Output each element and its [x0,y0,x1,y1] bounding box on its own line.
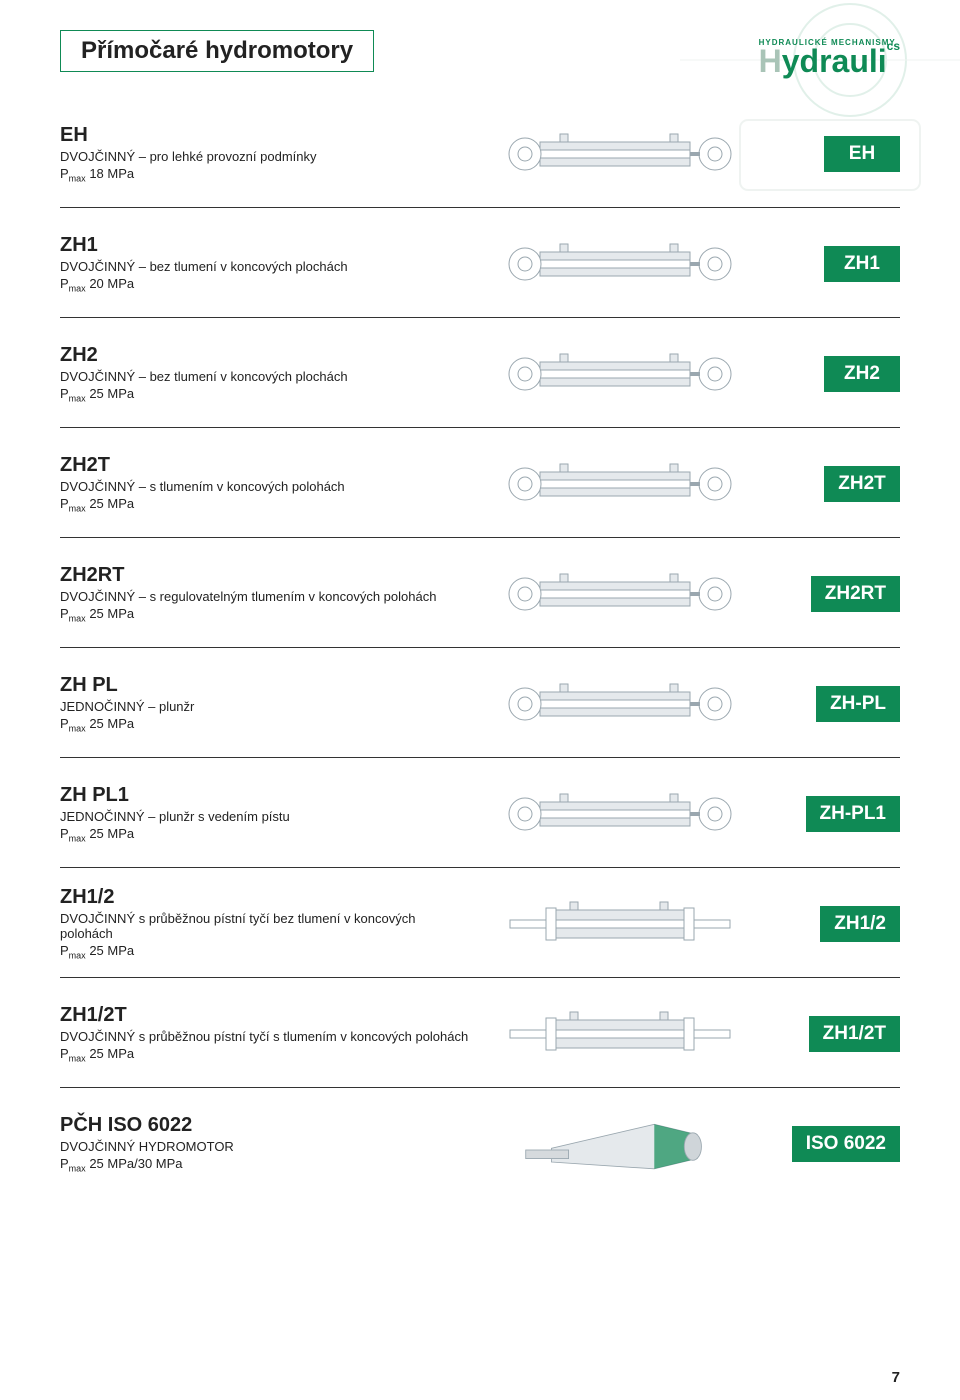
product-badge: ZH1 [824,246,900,282]
product-badge: ZH1/2T [809,1016,900,1052]
product-pmax: Pmax 25 MPa [60,606,470,624]
product-row: ZH PL JEDNOČINNÝ – plunžr Pmax 25 MPa ZH… [60,648,900,758]
product-badge: ZH2 [824,356,900,392]
page-title: Přímočaré hydromotory [81,37,353,65]
product-pmax: Pmax 25 MPa [60,943,470,961]
product-diagram [470,234,770,294]
product-code: ZH2 [60,344,470,367]
product-row: EH DVOJČINNÝ – pro lehké provozní podmín… [60,98,900,208]
product-pmax: Pmax 25 MPa [60,386,470,404]
product-text: ZH1 DVOJČINNÝ – bez tlumení v koncových … [60,234,470,294]
product-description: DVOJČINNÝ s průběžnou pístní tyčí s tlum… [60,1029,470,1044]
product-code: ZH2T [60,454,470,477]
product-description: DVOJČINNÝ – s regulovatelným tlumením v … [60,589,470,604]
product-description: DVOJČINNÝ – s tlumením v koncových poloh… [60,479,470,494]
product-text: EH DVOJČINNÝ – pro lehké provozní podmín… [60,124,470,184]
product-text: ZH1/2 DVOJČINNÝ s průběžnou pístní tyčí … [60,886,470,961]
product-text: PČH ISO 6022 DVOJČINNÝ HYDROMOTOR Pmax 2… [60,1114,470,1174]
product-diagram [470,454,770,514]
product-badge-wrap: ZH2 [770,356,900,392]
product-row: ZH PL1 JEDNOČINNÝ – plunžr s vedením pís… [60,758,900,868]
product-badge-wrap: ZH1/2T [770,1016,900,1052]
product-badge-wrap: ZH2T [770,466,900,502]
product-badge: ZH-PL1 [806,796,901,832]
brand-logo: Hydraulics [759,47,900,76]
product-description: JEDNOČINNÝ – plunžr [60,699,470,714]
product-pmax: Pmax 25 MPa [60,826,470,844]
product-pmax: Pmax 25 MPa [60,1046,470,1064]
product-diagram [470,894,770,954]
product-badge-wrap: ISO 6022 [770,1126,900,1162]
product-diagram [470,124,770,184]
page-number: 7 [892,1369,900,1386]
product-badge: EH [824,136,900,172]
product-description: DVOJČINNÝ HYDROMOTOR [60,1139,470,1154]
product-pmax: Pmax 25 MPa [60,716,470,734]
product-diagram [470,674,770,734]
product-code: ZH PL [60,674,470,697]
product-row: ZH2T DVOJČINNÝ – s tlumením v koncových … [60,428,900,538]
product-badge-wrap: EH [770,136,900,172]
product-diagram [470,1114,770,1174]
product-pmax: Pmax 18 MPa [60,166,470,184]
product-row: ZH1 DVOJČINNÝ – bez tlumení v koncových … [60,208,900,318]
product-badge: ZH2T [824,466,900,502]
product-description: DVOJČINNÝ s průběžnou pístní tyčí bez tl… [60,911,470,941]
product-text: ZH1/2T DVOJČINNÝ s průběžnou pístní tyčí… [60,1004,470,1064]
product-text: ZH PL1 JEDNOČINNÝ – plunžr s vedením pís… [60,784,470,844]
product-description: DVOJČINNÝ – pro lehké provozní podmínky [60,149,470,164]
product-code: ZH PL1 [60,784,470,807]
product-badge: ZH-PL [816,686,900,722]
brand: HYDRAULICKÉ MECHANISMY Hydraulics [759,38,900,76]
product-badge: ZH1/2 [820,906,900,942]
product-code: ZH1/2 [60,886,470,909]
product-pmax: Pmax 25 MPa/30 MPa [60,1156,470,1174]
page-header: Přímočaré hydromotory HYDRAULICKÉ MECHAN… [60,30,900,72]
product-description: DVOJČINNÝ – bez tlumení v koncových ploc… [60,259,470,274]
product-description: JEDNOČINNÝ – plunžr s vedením pístu [60,809,470,824]
product-badge: ISO 6022 [792,1126,900,1162]
product-code: PČH ISO 6022 [60,1114,470,1137]
page-title-box: Přímočaré hydromotory [60,30,374,72]
product-row: PČH ISO 6022 DVOJČINNÝ HYDROMOTOR Pmax 2… [60,1088,900,1198]
product-badge-wrap: ZH1/2 [770,906,900,942]
product-code: ZH1 [60,234,470,257]
product-pmax: Pmax 25 MPa [60,496,470,514]
product-diagram [470,564,770,624]
product-badge-wrap: ZH1 [770,246,900,282]
product-text: ZH2T DVOJČINNÝ – s tlumením v koncových … [60,454,470,514]
product-row: ZH2RT DVOJČINNÝ – s regulovatelným tlume… [60,538,900,648]
product-text: ZH2RT DVOJČINNÝ – s regulovatelným tlume… [60,564,470,624]
product-code: EH [60,124,470,147]
product-text: ZH2 DVOJČINNÝ – bez tlumení v koncových … [60,344,470,404]
product-badge-wrap: ZH-PL [770,686,900,722]
product-pmax: Pmax 20 MPa [60,276,470,294]
product-badge-wrap: ZH-PL1 [770,796,900,832]
product-diagram [470,344,770,404]
product-row: ZH1/2 DVOJČINNÝ s průběžnou pístní tyčí … [60,868,900,978]
product-badge-wrap: ZH2RT [770,576,900,612]
product-row: ZH1/2T DVOJČINNÝ s průběžnou pístní tyčí… [60,978,900,1088]
product-row: ZH2 DVOJČINNÝ – bez tlumení v koncových … [60,318,900,428]
product-description: DVOJČINNÝ – bez tlumení v koncových ploc… [60,369,470,384]
product-text: ZH PL JEDNOČINNÝ – plunžr Pmax 25 MPa [60,674,470,734]
product-code: ZH1/2T [60,1004,470,1027]
product-diagram [470,784,770,844]
product-diagram [470,1004,770,1064]
product-badge: ZH2RT [811,576,900,612]
product-code: ZH2RT [60,564,470,587]
